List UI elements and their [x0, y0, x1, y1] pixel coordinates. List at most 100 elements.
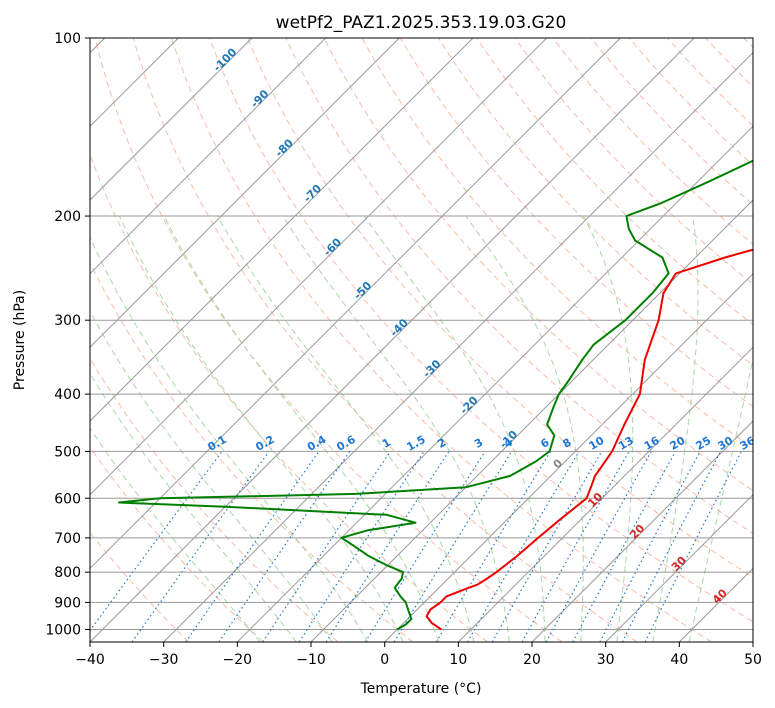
mixing-ratio-line: [545, 451, 652, 642]
moist-adiabat: [90, 372, 297, 642]
dry-adiabat: [323, 38, 753, 492]
mixing-ratio-line: [599, 451, 701, 642]
isotherm: [605, 493, 753, 642]
dry-adiabat: [90, 153, 488, 642]
mixing-ratio-line: [435, 451, 552, 642]
isotherm: [90, 38, 621, 570]
mixing-ratio-line: [572, 451, 677, 642]
isotherm: [90, 38, 253, 201]
isotherm-label: -30: [420, 357, 443, 380]
moist-adiabat: [90, 427, 261, 642]
dry-adiabat: [514, 38, 753, 285]
x-tick-label: 20: [523, 652, 541, 668]
dry-adiabat: [667, 38, 753, 127]
chart-title: wetPf2_PAZ1.2025.353.19.03.G20: [276, 13, 567, 33]
dry-adiabat: [476, 38, 753, 326]
isotherm-label: -50: [351, 279, 374, 302]
isotherm: [531, 420, 753, 642]
dry-adiabat: [90, 531, 190, 642]
plot-area: -100-90-80-70-60-50-40-30-20-10010203040…: [90, 38, 758, 642]
mixing-ratio-line: [644, 451, 743, 642]
isotherm-label: -80: [273, 136, 296, 159]
mixing-ratio-line: [218, 451, 351, 642]
moist-adiabat: [163, 215, 439, 642]
moist-adiabat: [118, 215, 404, 642]
y-tick-label: 700: [54, 531, 81, 547]
x-tick-label: −20: [223, 652, 253, 668]
dry-adiabat: [90, 357, 339, 642]
isotherm: [457, 346, 753, 642]
isotherm-label: -40: [388, 316, 411, 339]
moist-adiabat: [217, 215, 475, 642]
isotherm-label: -70: [301, 182, 324, 205]
isotherm-label: 20: [627, 521, 647, 541]
x-tick-label: −10: [296, 652, 326, 668]
isotherm: [678, 567, 753, 642]
isotherm: [236, 125, 753, 642]
y-tick-label: 900: [54, 595, 81, 611]
mixing-ratio-label: 36: [738, 434, 758, 453]
mixing-ratio-line: [185, 451, 320, 642]
mixing-ratio-line: [90, 451, 223, 632]
dry-adiabat: [170, 38, 712, 642]
isotherm: [90, 38, 474, 422]
isotherm: [752, 641, 753, 642]
moist-adiabat: [465, 215, 584, 642]
x-tick-label: 40: [670, 652, 688, 668]
mixing-ratio-label: 0.4: [305, 433, 329, 454]
x-tick-label: 0: [380, 652, 389, 668]
x-tick-label: −30: [149, 652, 179, 668]
moist-adiabat: [363, 215, 546, 642]
y-axis-label: Pressure (hPa): [12, 290, 28, 390]
dry-adiabat: [628, 38, 753, 166]
x-axis-label: Temperature (°C): [360, 681, 482, 697]
isotherm-label: -90: [248, 87, 271, 110]
moist-adiabat: [90, 235, 369, 642]
moist-adiabat: [90, 310, 333, 642]
isotherm-label: 40: [710, 586, 730, 606]
dry-adiabat: [132, 38, 638, 642]
mixing-ratio-line: [325, 451, 450, 642]
isotherm-label: 30: [669, 554, 689, 574]
dry-adiabat: [209, 38, 753, 623]
isotherm: [90, 38, 548, 496]
mixing-ratio-label: 25: [693, 434, 713, 453]
mixing-ratio-line: [521, 451, 630, 642]
dry-adiabat: [743, 38, 753, 49]
mixing-ratio-label: 0.1: [205, 433, 228, 454]
moist-adiabat: [282, 215, 510, 642]
y-tick-label: 200: [54, 209, 81, 225]
dry-adiabat: [552, 38, 753, 245]
mixing-ratio-line: [393, 451, 513, 642]
mixing-ratio-line: [466, 451, 580, 642]
y-tick-label: 500: [54, 444, 81, 460]
dry-adiabat: [399, 38, 753, 408]
mixing-ratio-label: 30: [716, 434, 736, 453]
plot-frame: [89, 37, 754, 643]
isotherm: [90, 38, 327, 275]
isotherm-label: -60: [321, 235, 344, 258]
moist-adiabat: [652, 215, 699, 642]
mixing-ratio-label: 1: [380, 436, 393, 451]
y-tick-label: 800: [54, 565, 81, 581]
y-tick-label: 400: [54, 387, 81, 403]
x-tick-label: 30: [597, 652, 615, 668]
mixing-ratio-label: 3: [472, 436, 485, 451]
isotherm: [90, 38, 400, 349]
dry-adiabat: [590, 38, 753, 206]
axes: −40 −30 −20 −10 0 10 20 30 40 50 1000 900 800 700 600 5…: [45, 31, 762, 668]
isotherm-label: -20: [457, 394, 480, 417]
x-tick-label: −40: [75, 652, 105, 668]
dry-adiabat: [705, 38, 753, 88]
dry-adiabat: [437, 38, 753, 366]
isotherm: [384, 272, 753, 642]
isotherm: [90, 38, 695, 642]
mixing-ratio-line: [364, 451, 486, 642]
mixing-ratio-label: 16: [642, 434, 662, 453]
moist-adiabat: [688, 356, 753, 642]
mixing-ratio-label: 0.2: [253, 433, 276, 454]
y-tick-label: 600: [54, 491, 81, 507]
dewpoint-profile: [118, 159, 753, 631]
mixing-ratio-label: 8: [560, 436, 573, 451]
